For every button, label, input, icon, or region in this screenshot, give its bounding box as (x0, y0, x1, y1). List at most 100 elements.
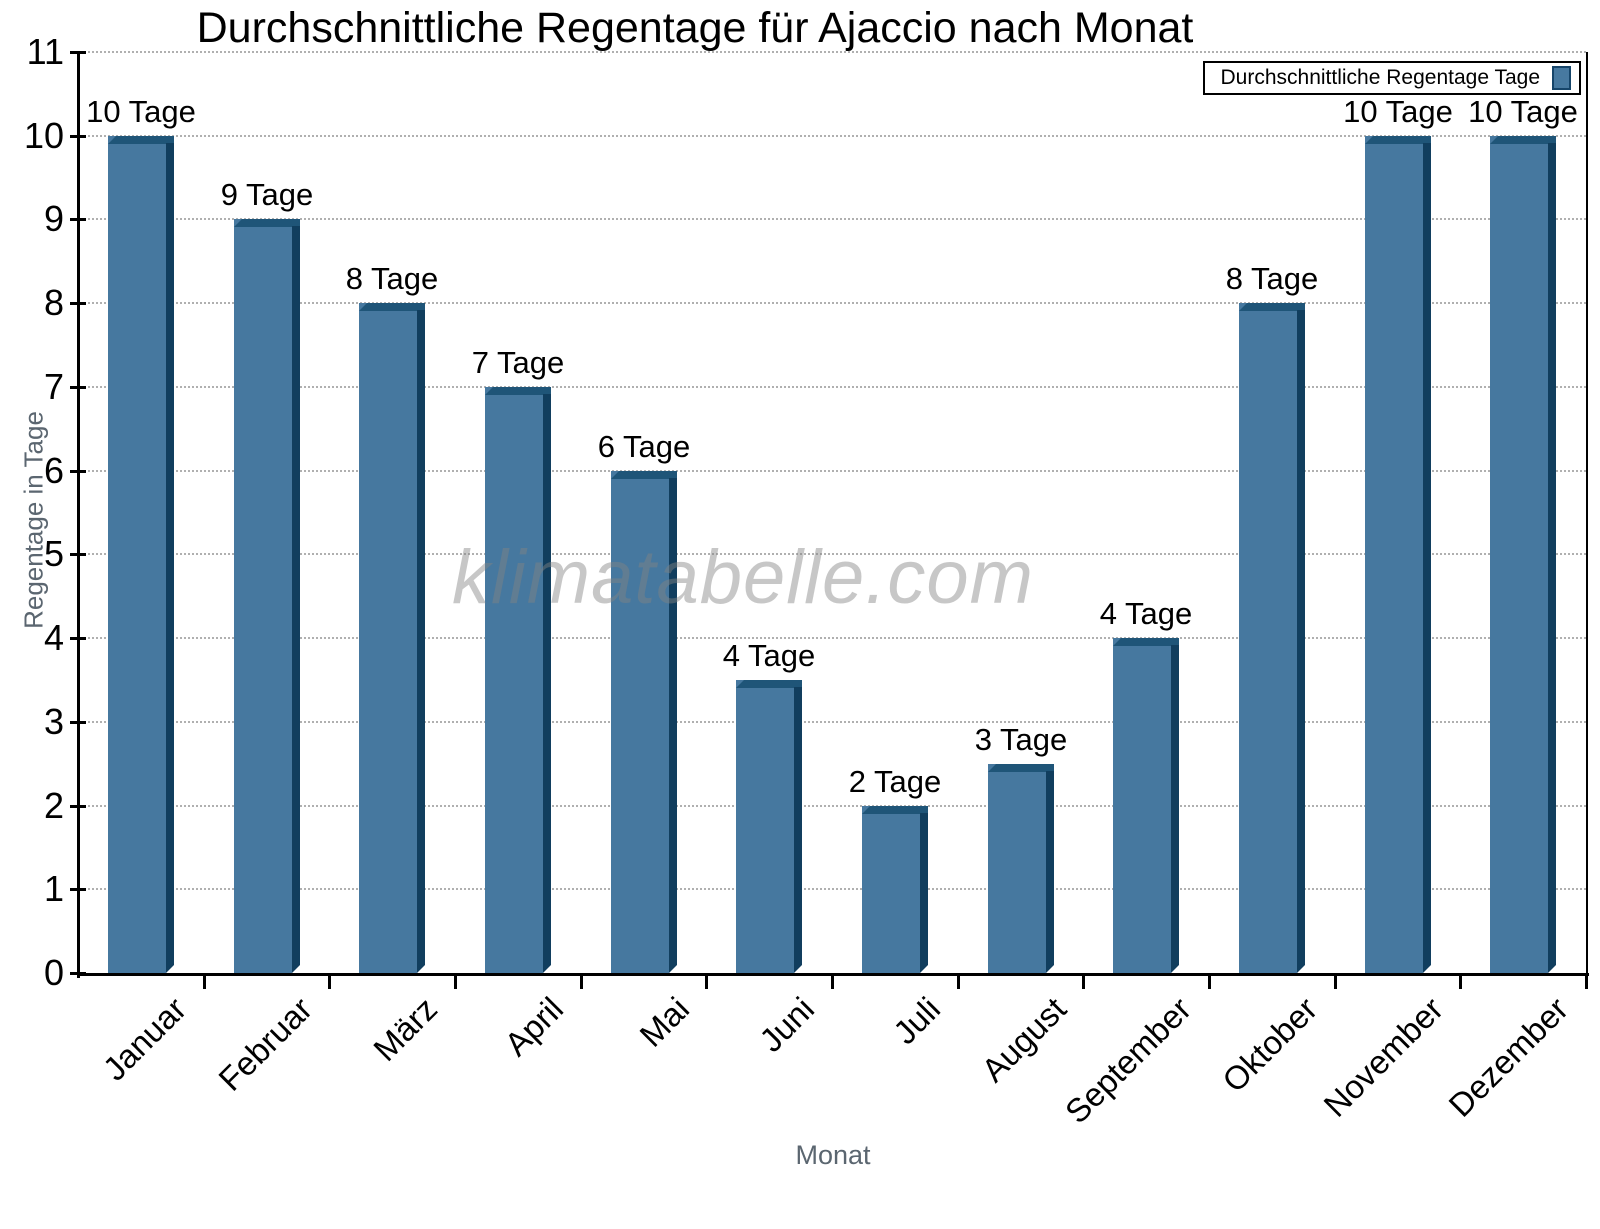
bar-face (1490, 136, 1548, 973)
bar-februar (234, 219, 300, 973)
y-tick-mark (70, 804, 86, 808)
y-tick-label: 8 (43, 282, 64, 324)
y-tick-label: 1 (43, 868, 64, 910)
bar-top-band (234, 219, 300, 227)
bar-september (1113, 638, 1179, 973)
bar-top-band (1490, 136, 1556, 144)
bar-value-label: 8 Tage (1225, 261, 1319, 296)
gridline (80, 804, 1586, 807)
y-tick-label: 9 (43, 198, 64, 240)
bar-value-label: 10 Tage (86, 94, 196, 129)
x-tick-label-juni: Juni (752, 990, 822, 1059)
bar-face (988, 764, 1046, 973)
y-tick-label: 7 (43, 365, 64, 407)
bar-value-label: 2 Tage (848, 764, 942, 799)
gridline (80, 553, 1586, 556)
legend: Durchschnittliche Regentage Tage (1203, 61, 1581, 95)
x-tick-mark (1208, 975, 1211, 989)
bar-side-band (166, 143, 174, 973)
y-tick-mark (70, 218, 86, 222)
y-tick-mark (70, 553, 86, 557)
legend-label: Durchschnittliche Regentage Tage (1220, 66, 1540, 89)
gridline (80, 385, 1586, 388)
gridline (80, 720, 1586, 723)
bar-side-band (1548, 143, 1556, 973)
bar-august (988, 764, 1054, 973)
legend-color-swatch-icon (1552, 66, 1571, 90)
bar-top-band (1365, 136, 1431, 144)
bar-juli (862, 806, 928, 973)
chart-title: Durchschnittliche Regentage für Ajaccio … (196, 4, 1194, 52)
bar-side-band (1423, 143, 1431, 973)
bar-face (862, 806, 920, 973)
x-tick-label-oktober: Oktober (1214, 990, 1324, 1100)
x-axis-line (77, 973, 1589, 976)
bar-value-label: 6 Tage (597, 429, 691, 464)
x-tick-label-mai: Mai (631, 990, 696, 1054)
bar-value-label: 4 Tage (722, 638, 816, 673)
watermark: klimatabelle.com (452, 535, 1034, 620)
y-tick-mark (70, 469, 86, 473)
bar-top-band (862, 806, 928, 814)
x-tick-mark (1585, 975, 1588, 989)
y-tick-label: 0 (43, 952, 64, 993)
bar-top-band (485, 387, 551, 395)
gridline (80, 51, 1586, 53)
bar-face (736, 680, 794, 973)
bar-märz (359, 303, 425, 973)
y-axis-title: Regentage in Tage (18, 411, 49, 629)
x-tick-label-dezember: Dezember (1441, 990, 1576, 1124)
gridline (80, 469, 1586, 472)
gridline (80, 302, 1586, 305)
bar-top-band (988, 764, 1054, 772)
x-tick-label-juli: Juli (885, 990, 947, 1052)
bar-face (234, 219, 292, 973)
x-tick-label-märz: März (366, 990, 445, 1069)
x-axis-title: Monat (795, 1140, 871, 1170)
bar-side-band (1171, 645, 1179, 973)
y-tick-label: 2 (43, 784, 64, 826)
bar-value-label: 8 Tage (345, 261, 439, 296)
bar-top-band (1239, 303, 1305, 311)
gridline (80, 134, 1586, 137)
y-tick-mark (70, 51, 86, 54)
y-tick-label: 4 (43, 617, 64, 659)
gridline (80, 637, 1586, 640)
x-tick-mark (202, 975, 206, 989)
bar-value-label: 10 Tage (1343, 94, 1453, 129)
bar-value-label: 3 Tage (974, 722, 1068, 757)
bar-face (1113, 638, 1171, 973)
gridline (80, 888, 1586, 891)
y-tick-label: 10 (23, 114, 64, 156)
bar-april (485, 387, 551, 973)
bar-top-band (611, 471, 677, 479)
bar-face (1239, 303, 1297, 973)
bar-november (1365, 136, 1431, 973)
bar-face (1365, 136, 1423, 973)
y-axis-line (77, 52, 80, 978)
bar-value-label: 10 Tage (1468, 94, 1578, 129)
x-tick-mark (705, 975, 709, 989)
bar-side-band (669, 478, 677, 973)
bar-face (359, 303, 417, 973)
bar-juni (736, 680, 802, 973)
bar-value-label: 4 Tage (1099, 596, 1193, 631)
y-tick-mark (70, 302, 86, 306)
plot-right-border (1586, 52, 1588, 973)
y-tick-mark (70, 637, 86, 641)
bar-top-band (108, 136, 174, 144)
bar-top-band (1113, 638, 1179, 646)
y-tick-label: 5 (43, 533, 64, 575)
bar-face (611, 471, 669, 973)
bar-side-band (543, 394, 551, 973)
x-tick-label-februar: Februar (210, 990, 319, 1098)
y-tick-label: 3 (43, 700, 64, 742)
bar-januar (108, 136, 174, 973)
bar-top-band (736, 680, 802, 688)
x-tick-mark (579, 975, 583, 989)
x-tick-label-september: September (1058, 990, 1199, 1131)
x-tick-mark (1333, 975, 1337, 989)
y-tick-mark (70, 972, 86, 975)
x-tick-label-august: August (973, 990, 1073, 1089)
x-tick-mark (454, 975, 457, 989)
